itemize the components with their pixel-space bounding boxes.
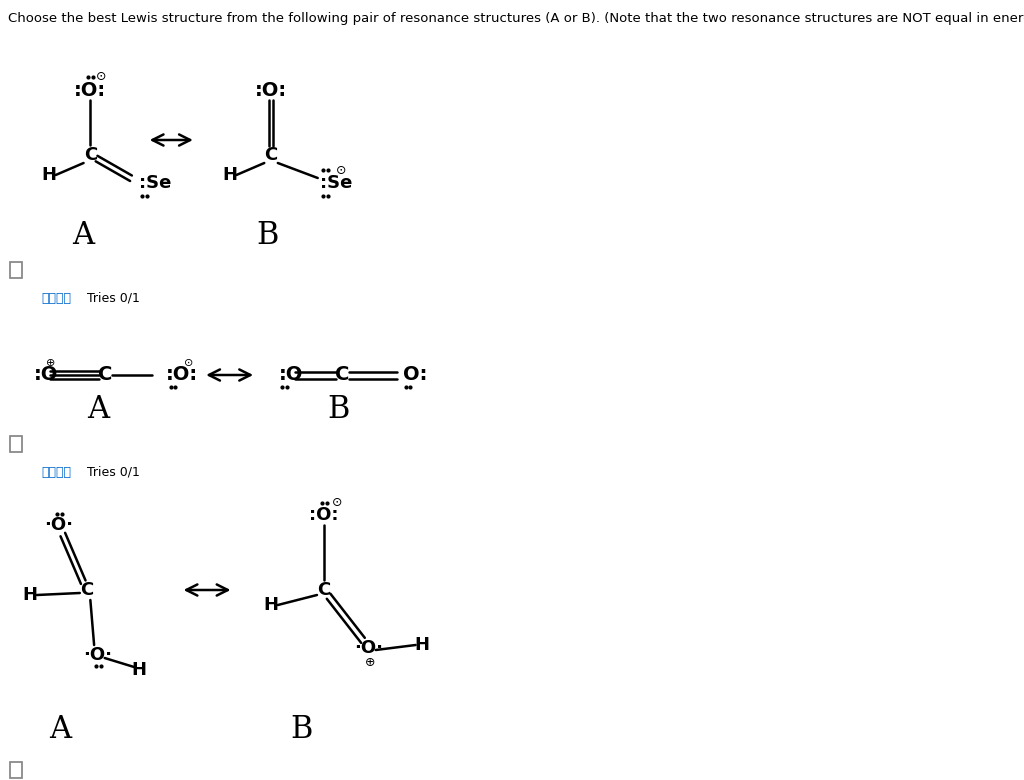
Text: ⊕: ⊕: [366, 655, 376, 668]
Text: B: B: [256, 219, 279, 250]
Text: ⊙: ⊙: [95, 69, 106, 83]
Text: ⊙: ⊙: [183, 358, 193, 368]
Text: :O:: :O:: [166, 366, 198, 385]
Text: H: H: [23, 586, 38, 604]
FancyBboxPatch shape: [10, 262, 22, 278]
FancyBboxPatch shape: [10, 436, 22, 452]
Text: B: B: [290, 714, 312, 746]
Text: C: C: [317, 581, 331, 599]
Text: H: H: [222, 166, 238, 184]
Text: H: H: [132, 661, 146, 679]
Text: :O: :O: [34, 366, 58, 385]
Text: C: C: [84, 146, 97, 164]
Text: H: H: [414, 636, 429, 654]
Text: 提交答案: 提交答案: [41, 466, 72, 478]
Text: H: H: [263, 596, 279, 614]
Text: C: C: [264, 146, 278, 164]
Text: :Se: :Se: [139, 174, 172, 192]
Text: :Se: :Se: [319, 174, 352, 192]
Text: ⊕: ⊕: [46, 358, 55, 368]
Text: C: C: [80, 581, 93, 599]
Text: Choose the best Lewis structure from the following pair of resonance structures : Choose the best Lewis structure from the…: [7, 12, 1024, 25]
Text: ·O·: ·O·: [354, 639, 383, 657]
Text: :O:: :O:: [255, 80, 287, 100]
Text: ⊙: ⊙: [336, 165, 346, 178]
Text: ·O·: ·O·: [44, 516, 74, 534]
Text: A: A: [49, 714, 72, 746]
Text: H: H: [41, 166, 56, 184]
Text: ⊙: ⊙: [332, 497, 343, 509]
Text: 提交答案: 提交答案: [41, 292, 72, 304]
Text: :O:: :O:: [309, 506, 339, 524]
Text: O:: O:: [402, 366, 427, 385]
Text: C: C: [336, 366, 350, 385]
Text: A: A: [87, 395, 109, 426]
Text: A: A: [72, 219, 94, 250]
Text: B: B: [328, 395, 350, 426]
FancyBboxPatch shape: [10, 762, 22, 778]
Text: C: C: [98, 366, 113, 385]
Text: Tries 0/1: Tries 0/1: [87, 292, 139, 304]
Text: :O:: :O:: [75, 80, 106, 100]
Text: :O: :O: [279, 366, 303, 385]
Text: ·O·: ·O·: [83, 646, 113, 664]
Text: Tries 0/1: Tries 0/1: [87, 466, 139, 478]
